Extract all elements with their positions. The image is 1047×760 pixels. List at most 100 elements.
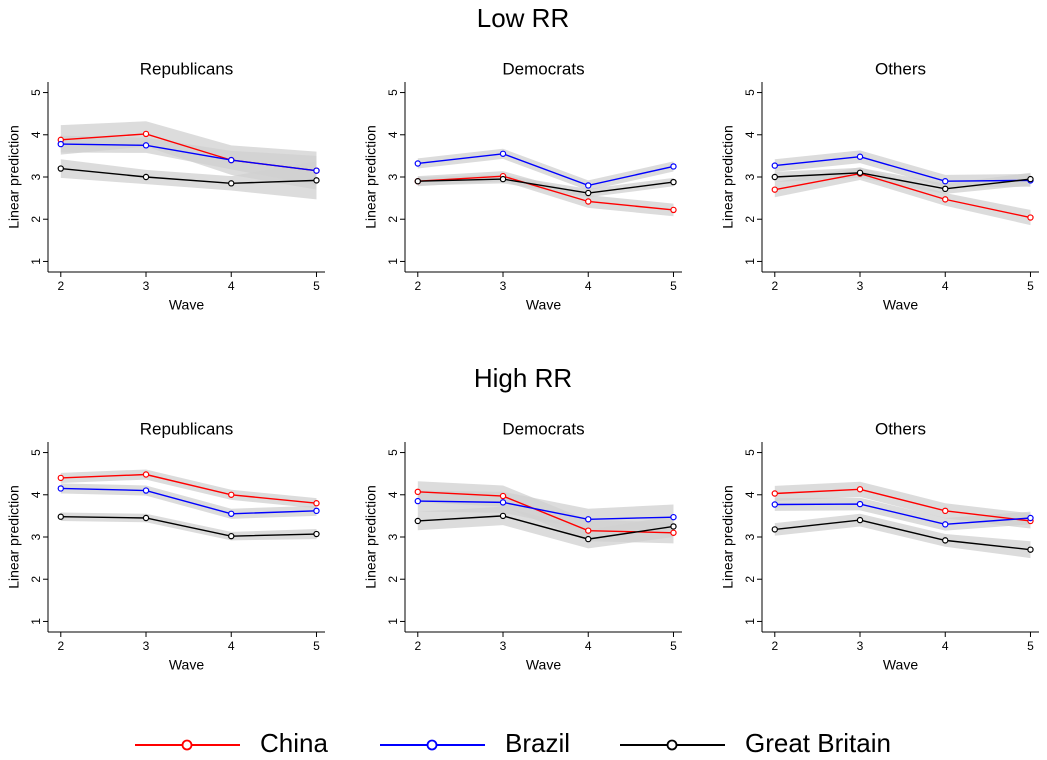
point	[414, 488, 421, 496]
y-tick-label: 2	[743, 576, 757, 583]
y-tick-label: 2	[386, 576, 400, 583]
series-line	[774, 156, 1031, 182]
point	[942, 521, 949, 528]
y-tick-label: 4	[743, 491, 757, 498]
y-axis-label: Linear prediction	[363, 485, 379, 589]
x-axis-label: Wave	[883, 297, 918, 313]
panel: Democrats 1 2 3 4 5 2 3 4 5 Wave Linear prediction	[363, 59, 682, 313]
point	[670, 163, 677, 170]
panel-title: Others	[875, 59, 926, 78]
point	[313, 530, 320, 538]
series-line	[774, 503, 1031, 526]
series-line	[417, 500, 674, 520]
point	[499, 492, 507, 500]
point	[585, 535, 592, 543]
y-tick-label: 4	[29, 491, 43, 498]
point	[670, 178, 677, 186]
series-line	[417, 491, 674, 534]
y-axis-label: Linear prediction	[720, 125, 736, 229]
y-tick-label: 2	[29, 216, 43, 223]
point	[670, 513, 677, 521]
x-axis-label: Wave	[883, 657, 918, 673]
y-tick-label: 1	[743, 618, 757, 625]
point	[942, 537, 949, 544]
point	[771, 162, 778, 169]
series-line	[774, 172, 1031, 219]
x-axis-label: Wave	[526, 297, 561, 313]
confidence-band	[60, 483, 317, 519]
point	[414, 160, 421, 167]
y-tick-label: 3	[743, 173, 757, 180]
y-tick-label: 3	[743, 533, 757, 540]
series-line	[417, 515, 674, 540]
point	[585, 198, 592, 205]
panel-title: Others	[875, 419, 926, 438]
x-tick-label: 5	[1027, 639, 1034, 653]
x-tick-label: 2	[57, 279, 64, 293]
point	[499, 150, 507, 157]
series-line	[417, 178, 674, 194]
point	[499, 499, 507, 506]
y-tick-label: 5	[29, 89, 43, 96]
panel: Democrats 1 2 3 4 5 2 3 4 5 Wave Linear prediction	[363, 419, 682, 673]
point	[414, 497, 421, 505]
point	[585, 189, 592, 197]
point	[142, 173, 150, 181]
x-tick-label: 5	[313, 279, 320, 293]
point	[771, 526, 778, 533]
point	[142, 514, 150, 522]
point	[670, 206, 677, 214]
point	[1027, 514, 1034, 522]
y-tick-label: 5	[743, 89, 757, 96]
y-tick-label: 3	[386, 173, 400, 180]
series-line	[60, 516, 317, 537]
legend-label: Brazil	[505, 728, 570, 758]
point	[313, 177, 320, 184]
x-tick-label: 3	[143, 639, 150, 653]
x-tick-label: 3	[500, 279, 507, 293]
series-line	[417, 153, 674, 187]
x-axis-label: Wave	[169, 657, 204, 673]
point	[57, 474, 64, 482]
point	[771, 173, 778, 181]
x-tick-label: 4	[942, 279, 949, 293]
point	[856, 516, 864, 524]
point	[771, 501, 778, 508]
y-tick-label: 1	[29, 618, 43, 625]
y-tick-label: 1	[29, 258, 43, 265]
x-tick-label: 4	[228, 279, 235, 293]
legend-marker	[181, 739, 193, 751]
x-tick-label: 2	[771, 639, 778, 653]
x-tick-label: 5	[670, 639, 677, 653]
x-tick-label: 4	[942, 639, 949, 653]
point	[228, 510, 235, 517]
series-line	[60, 143, 317, 172]
confidence-band	[60, 159, 317, 200]
y-axis-label: Linear prediction	[720, 485, 736, 589]
x-tick-label: 4	[585, 639, 592, 653]
confidence-band	[60, 469, 317, 509]
point	[942, 196, 949, 203]
point	[228, 156, 235, 164]
point	[228, 180, 235, 187]
point	[142, 142, 150, 149]
y-tick-label: 4	[386, 131, 400, 138]
section-title: Low RR	[477, 3, 569, 33]
point	[856, 486, 864, 493]
x-tick-label: 3	[857, 279, 864, 293]
series-line	[60, 473, 317, 504]
point	[57, 140, 64, 148]
point	[670, 529, 677, 536]
x-tick-label: 2	[414, 639, 421, 653]
y-tick-label: 1	[386, 258, 400, 265]
legend-label: China	[260, 728, 328, 758]
point	[499, 512, 507, 520]
panel: Republicans 1 2 3 4 5 2 3 4 5 Wave Linear predictio…	[6, 419, 325, 673]
y-tick-label: 4	[386, 491, 400, 498]
x-tick-label: 2	[771, 279, 778, 293]
point	[414, 178, 421, 185]
y-axis-label: Linear prediction	[6, 125, 22, 229]
y-tick-label: 5	[29, 449, 43, 456]
x-tick-label: 3	[500, 639, 507, 653]
